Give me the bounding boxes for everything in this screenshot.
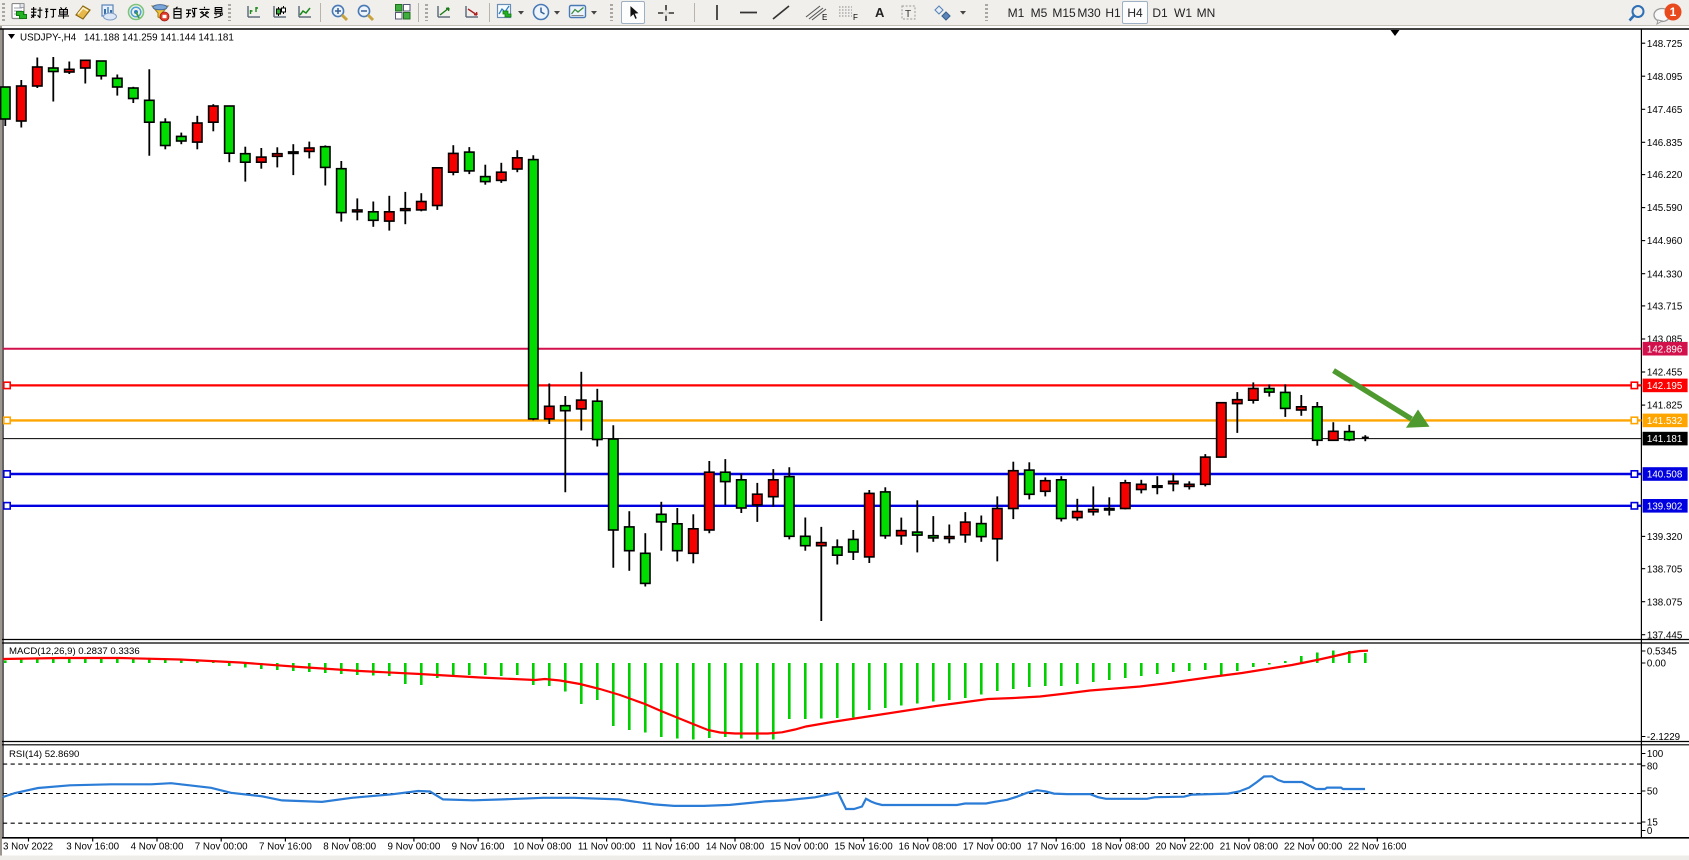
svg-text:146.835: 146.835 — [1647, 138, 1683, 149]
svg-text:3 Nov 2022: 3 Nov 2022 — [3, 842, 53, 853]
svg-text:141.188 141.259 141.144 141.18: 141.188 141.259 141.144 141.181 — [84, 33, 234, 44]
svg-text:1: 1 — [1670, 5, 1677, 19]
svg-text:142.455: 142.455 — [1647, 368, 1683, 379]
svg-text:100: 100 — [1647, 749, 1664, 760]
svg-text:141.532: 141.532 — [1647, 416, 1682, 427]
svg-text:17 Nov 16:00: 17 Nov 16:00 — [1027, 842, 1086, 853]
svg-text:4 Nov 08:00: 4 Nov 08:00 — [131, 842, 184, 853]
svg-text:141.181: 141.181 — [1647, 434, 1682, 445]
svg-text:50: 50 — [1647, 787, 1658, 798]
svg-text:137.445: 137.445 — [1647, 630, 1683, 641]
svg-text:138.075: 138.075 — [1647, 597, 1683, 608]
svg-text:143.085: 143.085 — [1647, 335, 1683, 346]
svg-text:144.960: 144.960 — [1647, 236, 1683, 247]
svg-text:148.725: 148.725 — [1647, 39, 1683, 50]
svg-text:146.220: 146.220 — [1647, 170, 1683, 181]
svg-text:T: T — [905, 9, 911, 20]
svg-text:8 Nov 08:00: 8 Nov 08:00 — [323, 842, 376, 853]
svg-text:9 Nov 16:00: 9 Nov 16:00 — [452, 842, 505, 853]
svg-text:7 Nov 00:00: 7 Nov 00:00 — [195, 842, 248, 853]
svg-text:15 Nov 16:00: 15 Nov 16:00 — [834, 842, 893, 853]
svg-text:10 Nov 08:00: 10 Nov 08:00 — [513, 842, 572, 853]
svg-text:140.508: 140.508 — [1647, 470, 1683, 481]
svg-text:138.705: 138.705 — [1647, 564, 1683, 575]
svg-text:139.320: 139.320 — [1647, 532, 1683, 543]
svg-text:-2.1229: -2.1229 — [1647, 732, 1680, 743]
svg-text:F: F — [853, 13, 858, 21]
svg-text:139.902: 139.902 — [1647, 501, 1682, 512]
svg-text:141.825: 141.825 — [1647, 401, 1683, 412]
svg-text:22 Nov 00:00: 22 Nov 00:00 — [1284, 842, 1343, 853]
svg-text:21 Nov 08:00: 21 Nov 08:00 — [1220, 842, 1279, 853]
svg-text:7 Nov 16:00: 7 Nov 16:00 — [259, 842, 312, 853]
svg-text:11 Nov 16:00: 11 Nov 16:00 — [642, 842, 700, 853]
svg-text:3 Nov 16:00: 3 Nov 16:00 — [66, 842, 119, 853]
svg-text:0.5345: 0.5345 — [1647, 647, 1678, 658]
svg-text:80: 80 — [1647, 761, 1658, 772]
svg-text:148.095: 148.095 — [1647, 72, 1683, 83]
svg-text:E: E — [822, 13, 827, 21]
svg-text:142.896: 142.896 — [1647, 344, 1683, 355]
svg-text:18 Nov 08:00: 18 Nov 08:00 — [1091, 842, 1150, 853]
svg-text:15: 15 — [1647, 818, 1658, 829]
svg-text:14 Nov 08:00: 14 Nov 08:00 — [706, 842, 765, 853]
svg-text:15 Nov 00:00: 15 Nov 00:00 — [770, 842, 829, 853]
svg-text:142.195: 142.195 — [1647, 381, 1683, 392]
svg-text:USDJPY-,H4: USDJPY-,H4 — [20, 33, 77, 44]
svg-text:0: 0 — [1647, 826, 1653, 837]
svg-text:16 Nov 08:00: 16 Nov 08:00 — [899, 842, 958, 853]
svg-text:17 Nov 00:00: 17 Nov 00:00 — [963, 842, 1022, 853]
svg-text:147.465: 147.465 — [1647, 105, 1683, 116]
svg-text:20 Nov 22:00: 20 Nov 22:00 — [1155, 842, 1214, 853]
svg-text:0.00: 0.00 — [1647, 659, 1667, 670]
svg-text:143.715: 143.715 — [1647, 302, 1683, 313]
svg-text:144.330: 144.330 — [1647, 269, 1683, 280]
svg-text:RSI(14) 52.8690: RSI(14) 52.8690 — [9, 749, 79, 760]
svg-text:MACD(12,26,9) 0.2837 0.3336: MACD(12,26,9) 0.2837 0.3336 — [9, 646, 140, 657]
svg-text:9 Nov 00:00: 9 Nov 00:00 — [387, 842, 440, 853]
svg-text:22 Nov 16:00: 22 Nov 16:00 — [1348, 842, 1407, 853]
svg-text:11 Nov 00:00: 11 Nov 00:00 — [578, 842, 636, 853]
svg-text:145.590: 145.590 — [1647, 203, 1683, 214]
